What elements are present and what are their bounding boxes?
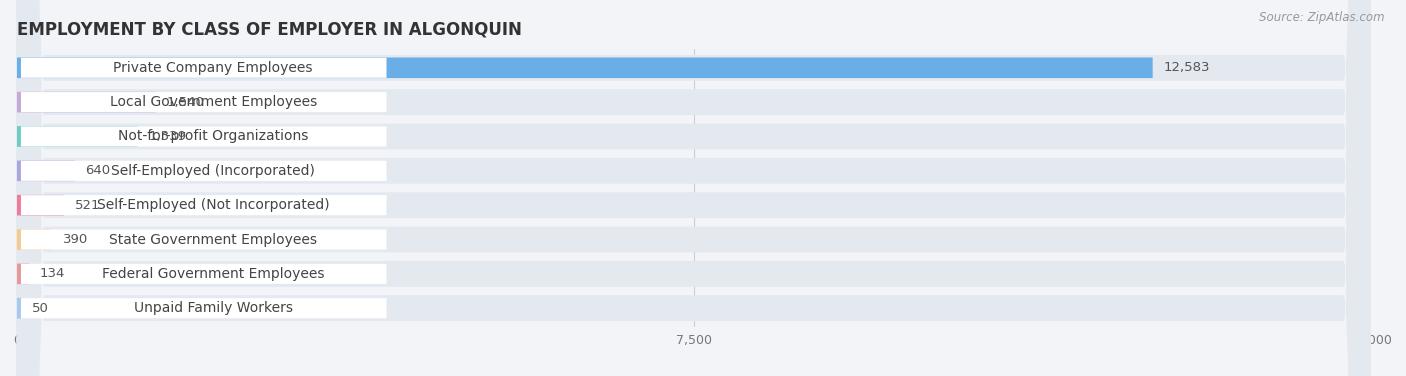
Text: State Government Employees: State Government Employees [110,232,318,247]
FancyBboxPatch shape [21,58,387,78]
FancyBboxPatch shape [17,0,1371,376]
FancyBboxPatch shape [17,0,1371,376]
FancyBboxPatch shape [17,0,1371,376]
FancyBboxPatch shape [17,0,1371,376]
Text: Local Government Employees: Local Government Employees [110,95,316,109]
FancyBboxPatch shape [17,58,1153,78]
Text: Self-Employed (Not Incorporated): Self-Employed (Not Incorporated) [97,198,329,212]
FancyBboxPatch shape [21,264,387,284]
FancyBboxPatch shape [17,161,75,181]
FancyBboxPatch shape [21,298,387,318]
Text: 640: 640 [86,164,111,177]
Text: EMPLOYMENT BY CLASS OF EMPLOYER IN ALGONQUIN: EMPLOYMENT BY CLASS OF EMPLOYER IN ALGON… [17,21,522,39]
FancyBboxPatch shape [17,229,52,250]
Text: 521: 521 [75,199,100,212]
Text: Federal Government Employees: Federal Government Employees [103,267,325,281]
FancyBboxPatch shape [21,126,387,147]
Text: Not-for-profit Organizations: Not-for-profit Organizations [118,129,308,144]
Text: Source: ZipAtlas.com: Source: ZipAtlas.com [1260,11,1385,24]
FancyBboxPatch shape [17,264,30,284]
Text: 134: 134 [39,267,65,280]
Text: Private Company Employees: Private Company Employees [114,61,314,75]
FancyBboxPatch shape [17,126,138,147]
Text: 1,540: 1,540 [167,96,205,109]
Text: 50: 50 [32,302,49,315]
FancyBboxPatch shape [21,161,387,181]
FancyBboxPatch shape [21,195,387,215]
FancyBboxPatch shape [17,0,1371,376]
Text: Unpaid Family Workers: Unpaid Family Workers [134,301,292,315]
FancyBboxPatch shape [21,229,387,250]
Text: 12,583: 12,583 [1164,61,1211,74]
Text: 390: 390 [63,233,89,246]
Text: Self-Employed (Incorporated): Self-Employed (Incorporated) [111,164,315,178]
FancyBboxPatch shape [17,0,1371,376]
FancyBboxPatch shape [17,195,63,215]
FancyBboxPatch shape [17,92,156,112]
FancyBboxPatch shape [17,0,1371,376]
Text: 1,339: 1,339 [149,130,187,143]
FancyBboxPatch shape [17,0,1371,376]
FancyBboxPatch shape [21,92,387,112]
FancyBboxPatch shape [17,298,21,318]
